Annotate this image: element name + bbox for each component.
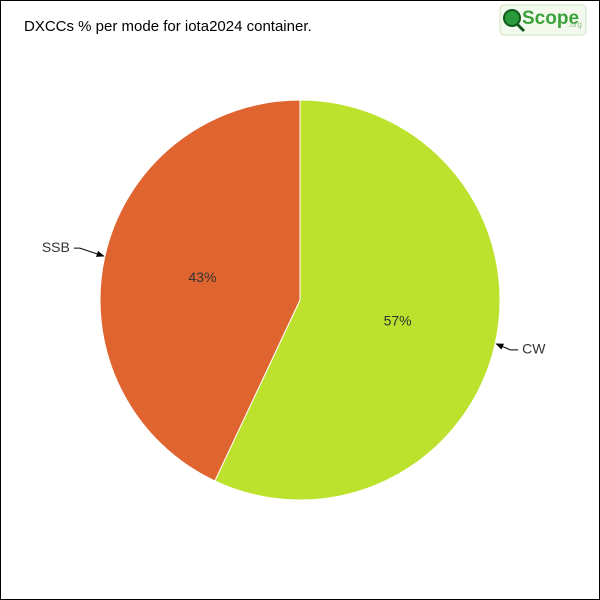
leader-line (73, 247, 105, 257)
value-label: 43% (188, 269, 216, 285)
value-label: 57% (384, 313, 412, 329)
chart-title: DXCCs % per mode for iota2024 container. (24, 18, 312, 35)
leader-line (495, 343, 519, 351)
logo-icon (503, 9, 521, 27)
pie-slice (214, 99, 501, 501)
category-label: SSB (42, 239, 70, 255)
category-label: CW (522, 341, 546, 357)
pie-slice (99, 99, 301, 482)
logo-icon-handle (515, 22, 526, 33)
logo: Scope .org (499, 4, 587, 36)
logo-name: Scope (522, 8, 579, 29)
logo-domain: .org (568, 20, 582, 29)
